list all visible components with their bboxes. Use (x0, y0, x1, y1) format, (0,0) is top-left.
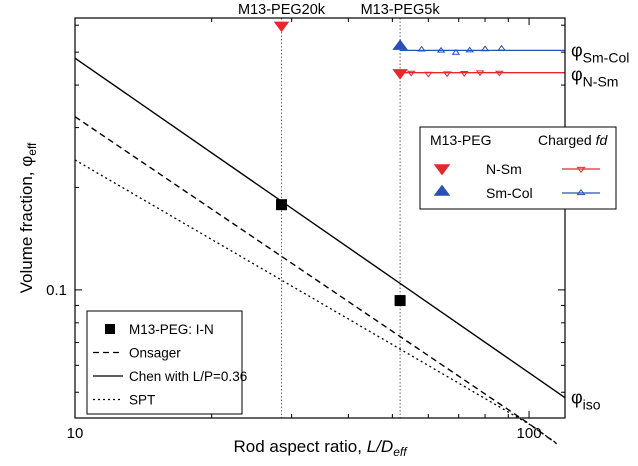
y-tick-label: 0.1 (46, 282, 67, 299)
legend-open-marker (576, 166, 586, 173)
legend-phase-header-fd: Charged fd (538, 132, 608, 148)
charged-fd-point (475, 70, 485, 77)
i-n-point (276, 199, 288, 211)
marker-layer (273, 21, 506, 307)
phase-point (392, 39, 408, 50)
plot-frame (74, 17, 566, 419)
phase-point (273, 21, 290, 33)
legend-theory-label: Onsager (129, 346, 181, 361)
x-tick-label: 100 (517, 425, 542, 442)
legend-square-marker (105, 324, 115, 334)
legend-phase-header: M13-PEG (430, 132, 491, 148)
legend-theory-label: M13-PEG: I-N (129, 322, 214, 337)
legend-phase: M13-PEG Charged fd N-Sm Sm-Col (419, 126, 617, 210)
y-axis-title: Volume fraction, φeff (17, 142, 39, 293)
legend-phase-label: Sm-Col (486, 185, 533, 201)
x-axis-title: Rod aspect ratio, L/Deff (233, 437, 408, 459)
i-n-point (394, 295, 406, 307)
charged-fd-point (495, 70, 504, 77)
legend-open-marker (576, 189, 586, 196)
right-label-0: φSm-Col (571, 40, 629, 65)
legend-filled-marker (433, 164, 451, 176)
reference-label-1: M13-PEG5k (361, 2, 441, 18)
legend-phase-label: N-Sm (486, 161, 522, 177)
reference-label-0: M13-PEG20k (238, 2, 326, 18)
right-label-2: φiso (571, 388, 601, 413)
right-label-1: φN-Sm (571, 64, 618, 89)
legend-theory-label: Chen with L/P=0.36 (129, 369, 247, 384)
charged-fd-point (436, 46, 446, 53)
legend-theory-label: SPT (129, 393, 155, 408)
charged-fd-point (465, 46, 474, 53)
legend-filled-marker (433, 184, 451, 196)
charged-fd-point (442, 71, 452, 78)
series-line-2 (74, 159, 557, 444)
charged-fd-point (424, 71, 433, 78)
charged-fd-point (459, 71, 469, 77)
charged-fd-point (417, 45, 426, 52)
legend-phase-box (419, 126, 617, 210)
x-tick-label: 10 (67, 425, 84, 442)
series-line-0 (74, 116, 558, 445)
series-line-1 (74, 57, 566, 399)
charged-fd-point (406, 70, 416, 77)
charged-fd-point (480, 45, 490, 52)
charged-fd-point (451, 48, 461, 55)
phase-point (392, 69, 408, 80)
axes-layer: 10 100 0.1 Rod aspect ratio, L/Deff Volume f… (17, 17, 566, 459)
legend-theory: M13-PEG: I-N Onsager Chen with L/P=0.36 SPT (86, 310, 247, 415)
charged-fd-point (497, 44, 506, 51)
